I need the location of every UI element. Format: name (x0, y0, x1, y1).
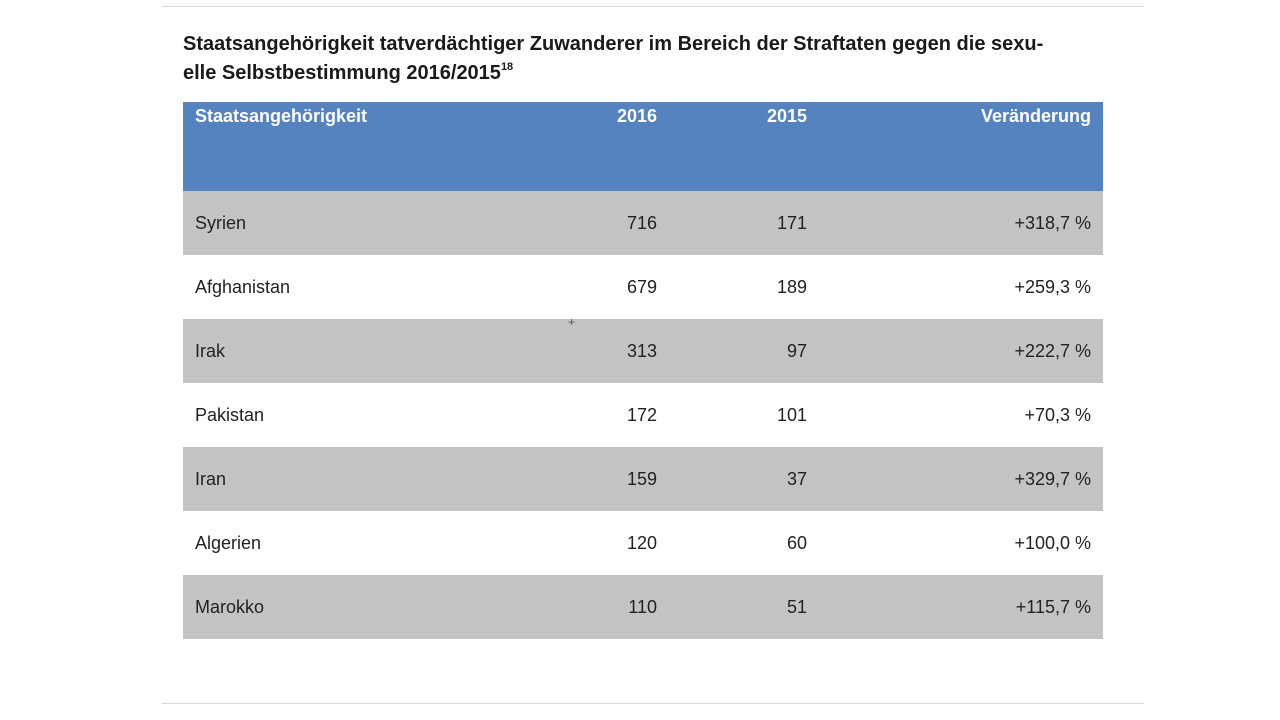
cell-2016: 679 (538, 255, 669, 319)
title-line-1: Staatsangehörigkeit tatverdächtiger Zuwa… (183, 30, 1145, 59)
cell-2016: 120 (538, 511, 669, 575)
header-change: Veränderung (819, 102, 1103, 191)
table-row: Algerien 120 60 +100,0 % (183, 511, 1103, 575)
cell-2015: 60 (669, 511, 819, 575)
cell-nationality: Iran (183, 447, 538, 511)
cell-change: +100,0 % (819, 511, 1103, 575)
cell-nationality: Afghanistan (183, 255, 538, 319)
cell-change: +115,7 % (819, 575, 1103, 639)
bottom-divider (162, 703, 1144, 704)
cell-nationality: Algerien (183, 511, 538, 575)
cell-nationality: Pakistan (183, 383, 538, 447)
header-2016: 2016 (538, 102, 669, 191)
cell-2016: 716 (538, 191, 669, 255)
table-row: Pakistan 172 101 +70,3 % (183, 383, 1103, 447)
cell-change: +329,7 % (819, 447, 1103, 511)
title-line-2-text: elle Selbstbestimmung 2016/2015 (183, 62, 501, 84)
cell-2016: 159 (538, 447, 669, 511)
cell-change: +222,7 % (819, 319, 1103, 383)
table-row: Irak 313 97 +222,7 % (183, 319, 1103, 383)
cell-nationality: Irak (183, 319, 538, 383)
cell-nationality: Syrien (183, 191, 538, 255)
cell-change: +318,7 % (819, 191, 1103, 255)
table-header-row: Staatsangehörigkeit 2016 2015 Veränderun… (183, 102, 1103, 191)
crosshair-cursor-icon: + (566, 317, 577, 328)
cell-nationality: Marokko (183, 575, 538, 639)
cell-2016: 313 (538, 319, 669, 383)
cell-2015: 101 (669, 383, 819, 447)
cell-2016: 110 (538, 575, 669, 639)
cell-2015: 189 (669, 255, 819, 319)
cell-2015: 97 (669, 319, 819, 383)
header-2015: 2015 (669, 102, 819, 191)
table-title: Staatsangehörigkeit tatverdächtiger Zuwa… (183, 30, 1145, 88)
top-divider (162, 6, 1144, 7)
table-row: Afghanistan 679 189 +259,3 % (183, 255, 1103, 319)
cell-change: +70,3 % (819, 383, 1103, 447)
title-footnote-marker: 18 (501, 61, 513, 73)
cell-change: +259,3 % (819, 255, 1103, 319)
header-nationality: Staatsangehörigkeit (183, 102, 538, 191)
cell-2016: 172 (538, 383, 669, 447)
table-row: Marokko 110 51 +115,7 % (183, 575, 1103, 639)
nationality-table: Staatsangehörigkeit 2016 2015 Veränderun… (183, 102, 1103, 639)
cell-2015: 171 (669, 191, 819, 255)
table-row: Syrien 716 171 +318,7 % (183, 191, 1103, 255)
table-row: Iran 159 37 +329,7 % (183, 447, 1103, 511)
cell-2015: 37 (669, 447, 819, 511)
title-line-2: elle Selbstbestimmung 2016/201518 (183, 59, 1145, 88)
cell-2015: 51 (669, 575, 819, 639)
